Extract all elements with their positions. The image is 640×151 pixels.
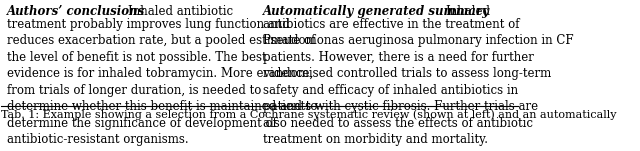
Text: Automatically generated summary: Automatically generated summary — [263, 5, 490, 18]
Text: Authors’ conclusions: Authors’ conclusions — [6, 5, 145, 18]
Text: Inhaled antibiotic: Inhaled antibiotic — [129, 5, 234, 18]
Text: antibiotics are effective in the treatment of
Pseudomonas aeruginosa pulmonary i: antibiotics are effective in the treatme… — [263, 18, 573, 146]
Text: treatment probably improves lung function and
reduces exacerbation rate, but a p: treatment probably improves lung functio… — [6, 18, 317, 146]
Text: Tab. 1: Example showing a selection from a Cochrane systematic review (shown at : Tab. 1: Example showing a selection from… — [1, 110, 617, 120]
Text: Inhaled: Inhaled — [445, 5, 491, 18]
